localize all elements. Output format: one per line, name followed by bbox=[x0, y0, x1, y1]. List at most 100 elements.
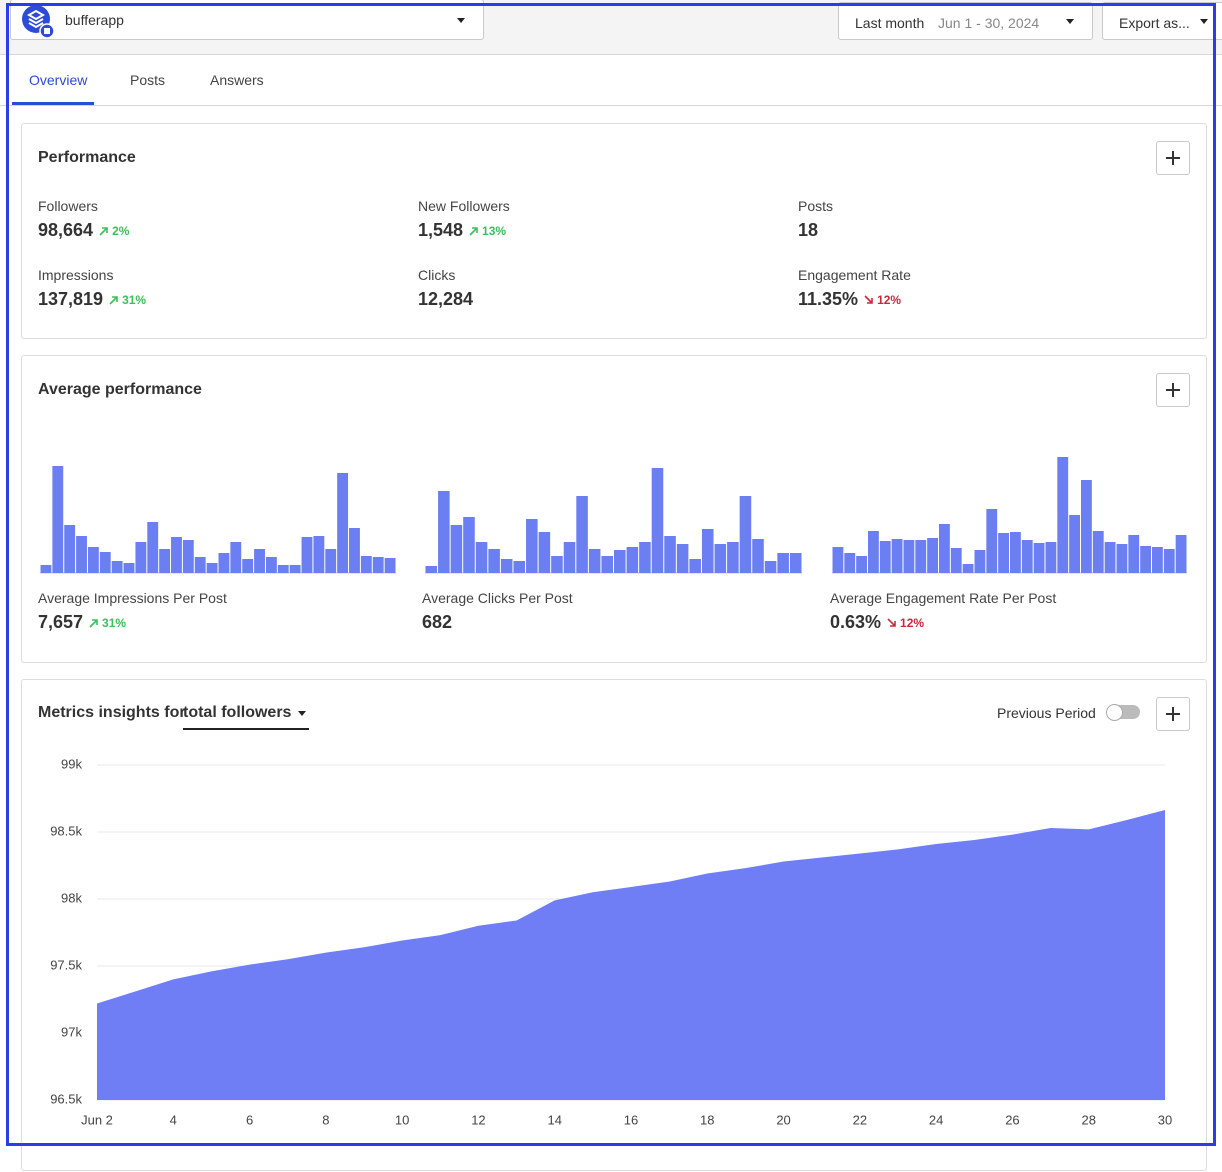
bar bbox=[135, 542, 147, 573]
bar bbox=[962, 564, 974, 573]
bar bbox=[868, 531, 879, 573]
tab[interactable]: Posts bbox=[130, 72, 166, 88]
bar bbox=[664, 536, 676, 573]
arrow-shape bbox=[887, 617, 896, 627]
add-button[interactable] bbox=[1156, 373, 1190, 407]
plus-shape bbox=[1166, 383, 1180, 397]
average-performance-card: Average performance bbox=[21, 355, 1207, 663]
metric-label: Posts bbox=[798, 198, 834, 214]
bar bbox=[551, 556, 563, 573]
trend-arrow bbox=[887, 617, 896, 627]
x-tick-label: 24 bbox=[929, 1112, 943, 1127]
bar bbox=[1010, 532, 1021, 573]
export-button[interactable]: Export as... bbox=[1102, 2, 1222, 40]
bar bbox=[915, 540, 927, 573]
metric-value: 0.63% bbox=[830, 612, 882, 632]
trend-arrow bbox=[469, 226, 478, 236]
bar bbox=[76, 536, 87, 573]
bar bbox=[701, 529, 714, 573]
metric-change: 31% bbox=[109, 293, 146, 307]
bar bbox=[475, 542, 488, 573]
x-tick-label: 12 bbox=[471, 1112, 485, 1127]
x-tick-label: Jun 2 bbox=[81, 1112, 113, 1127]
metric-label: Followers bbox=[38, 198, 98, 214]
x-tick-label: 4 bbox=[170, 1112, 177, 1127]
metric-change-text: 12% bbox=[900, 615, 925, 630]
bar bbox=[194, 557, 206, 573]
bar bbox=[879, 541, 891, 573]
x-tick-label: 30 bbox=[1158, 1112, 1172, 1127]
plus-icon bbox=[1166, 383, 1180, 397]
bar bbox=[218, 553, 230, 573]
bar bbox=[384, 558, 396, 573]
x-tick-label: 8 bbox=[322, 1112, 329, 1127]
bar bbox=[159, 549, 171, 573]
metric-change-text: 31% bbox=[122, 292, 147, 307]
bar bbox=[182, 540, 194, 573]
bar bbox=[639, 542, 651, 573]
caret bbox=[1200, 19, 1208, 24]
metric-row: 12,284 bbox=[418, 289, 473, 310]
toggle-knob bbox=[1106, 704, 1123, 721]
bar bbox=[111, 561, 123, 573]
bar bbox=[425, 566, 438, 573]
x-tick-label: 16 bbox=[624, 1112, 638, 1127]
bar bbox=[349, 528, 360, 573]
add-button[interactable] bbox=[1156, 697, 1190, 731]
tab[interactable]: Overview bbox=[29, 72, 88, 88]
bar bbox=[1128, 535, 1140, 573]
bar bbox=[903, 540, 915, 573]
y-tick-label: 98.5k bbox=[50, 823, 82, 838]
card-title: Metrics insights for bbox=[38, 704, 186, 721]
trend-arrow bbox=[89, 618, 98, 628]
bar bbox=[789, 553, 802, 573]
x-tick-label: 10 bbox=[395, 1112, 409, 1127]
metric-row: 98,664 2% bbox=[38, 220, 129, 241]
account-selector[interactable]: bufferapp bbox=[10, 0, 484, 40]
bar bbox=[676, 544, 689, 573]
metric-selector[interactable]: total followers bbox=[183, 704, 310, 730]
bar bbox=[538, 532, 551, 573]
bar bbox=[463, 517, 475, 573]
bar bbox=[64, 525, 76, 573]
x-tick-label: 20 bbox=[776, 1112, 790, 1127]
metric-change: 2% bbox=[99, 224, 129, 238]
caret bbox=[298, 711, 307, 716]
bar bbox=[52, 466, 64, 573]
plus-icon bbox=[1166, 151, 1180, 165]
metric-name: total followers bbox=[183, 704, 292, 721]
metric-change-text: 12% bbox=[877, 292, 902, 307]
bar bbox=[500, 559, 513, 573]
bar bbox=[1081, 480, 1092, 573]
bar bbox=[1021, 540, 1033, 573]
tab[interactable]: Answers bbox=[210, 72, 264, 88]
date-range-selector[interactable]: Last month Jun 1 - 30, 2024 bbox=[838, 2, 1093, 40]
plus-shape bbox=[1166, 151, 1180, 165]
bar bbox=[1140, 546, 1151, 573]
metric-change-text: 2% bbox=[112, 223, 130, 238]
bar bbox=[752, 539, 764, 573]
arrow-shape bbox=[109, 295, 118, 305]
bar bbox=[289, 565, 301, 573]
bar bbox=[986, 509, 998, 573]
bar bbox=[87, 547, 99, 573]
bar bbox=[513, 561, 526, 573]
bar bbox=[99, 552, 111, 573]
metric-label: Average Impressions Per Post bbox=[38, 590, 227, 606]
metric-change: 31% bbox=[89, 616, 126, 630]
bar bbox=[1092, 531, 1104, 573]
bar bbox=[601, 556, 613, 573]
metric-row: 18 bbox=[798, 220, 818, 241]
bar bbox=[230, 542, 242, 573]
bar bbox=[950, 548, 962, 573]
previous-period-toggle[interactable] bbox=[1106, 704, 1140, 721]
bar bbox=[171, 537, 182, 573]
trend-arrow bbox=[864, 294, 873, 304]
bar bbox=[832, 547, 844, 573]
bar bbox=[1175, 535, 1187, 573]
bar bbox=[360, 556, 372, 573]
metric-row: 0.63% 12% bbox=[830, 612, 924, 633]
y-tick-label: 99k bbox=[61, 756, 82, 771]
metric-row: 7,657 31% bbox=[38, 612, 126, 633]
add-button[interactable] bbox=[1156, 141, 1190, 175]
